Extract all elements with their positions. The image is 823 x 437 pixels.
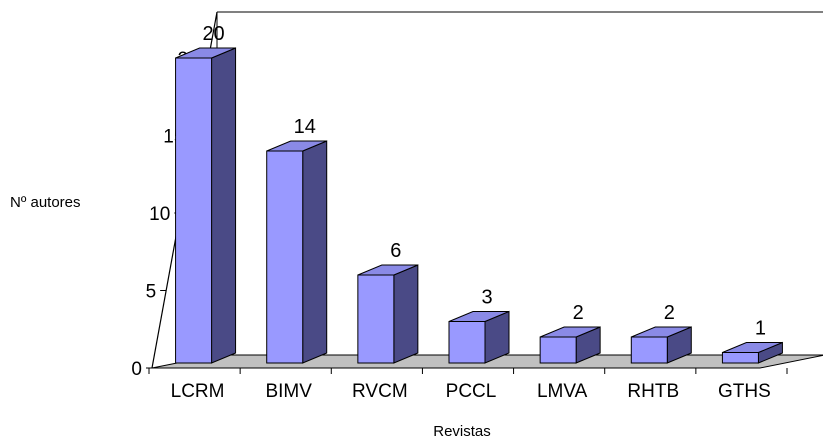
bar-side-face <box>211 47 237 364</box>
bar <box>266 140 328 364</box>
bar-side-face <box>393 264 419 364</box>
data-label: 2 <box>573 302 584 324</box>
bar-front-face <box>266 150 304 364</box>
y-tick-label: 0 <box>131 359 142 380</box>
bar-front-face <box>721 352 759 364</box>
bar <box>539 326 601 364</box>
bar <box>630 326 692 364</box>
data-label: 3 <box>481 287 492 309</box>
category-labels-group: LCRM BIMV RVCM PCCL LMVA RHTB GTHS <box>171 381 771 402</box>
category-label: BIMV <box>265 381 312 402</box>
data-label: 14 <box>294 116 316 138</box>
bar <box>175 47 237 364</box>
bar-front-face <box>448 321 486 364</box>
y-tick-label: 10 <box>149 204 170 225</box>
data-labels-group: 20 14 6 3 2 2 1 <box>202 23 766 340</box>
x-axis-ticks <box>148 368 788 374</box>
bar-side-face <box>302 140 328 364</box>
category-label: LMVA <box>537 381 588 402</box>
y-axis-title: Nº autores <box>10 194 81 211</box>
category-label: GTHS <box>718 381 771 402</box>
data-label: 2 <box>664 302 675 324</box>
data-label: 6 <box>390 240 401 262</box>
category-label: PCCL <box>446 381 497 402</box>
category-label: RHTB <box>627 381 679 402</box>
bar <box>448 310 510 364</box>
data-label: 20 <box>202 23 224 45</box>
bar-front-face <box>630 336 668 364</box>
bar <box>721 341 783 364</box>
category-label: LCRM <box>171 381 225 402</box>
data-label: 1 <box>755 318 766 340</box>
bar-front-face <box>357 274 395 364</box>
bar-front-face <box>175 57 213 364</box>
bar-front-face <box>539 336 577 364</box>
bars-group <box>175 47 783 364</box>
bar <box>357 264 419 364</box>
category-label: RVCM <box>352 381 408 402</box>
y-tick-label: 5 <box>146 282 157 303</box>
x-axis-title: Revistas <box>433 423 491 437</box>
